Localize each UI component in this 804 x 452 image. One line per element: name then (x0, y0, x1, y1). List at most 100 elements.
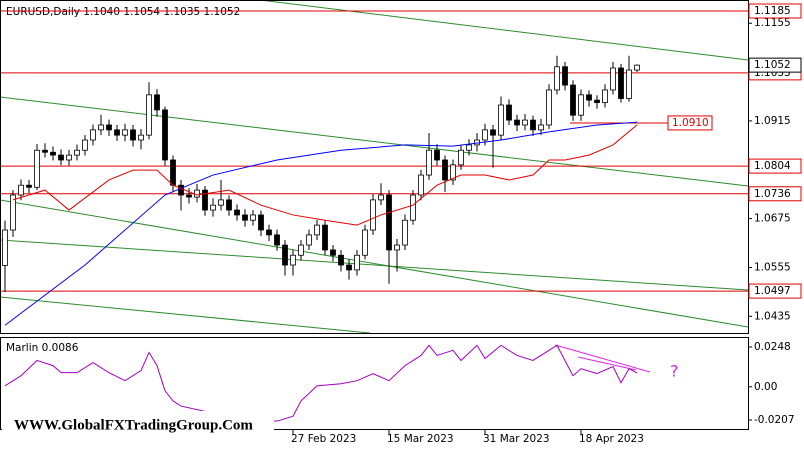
candle-body (362, 229, 368, 256)
candle-body (322, 224, 328, 251)
candle-body (122, 129, 128, 136)
level-label-box (748, 158, 802, 174)
candle-body (194, 189, 200, 198)
y-tick-label: 1.0435 (754, 310, 791, 322)
y-tick-label: -0.0207 (754, 414, 795, 426)
candle-body (538, 124, 544, 131)
candle-body (290, 254, 296, 266)
divergence-lines (554, 344, 651, 373)
candle-body (466, 144, 472, 151)
trend-channel (0, 0, 749, 334)
candle-body (610, 67, 616, 91)
candle-body (10, 194, 16, 231)
level-label: 1.1185 (754, 5, 791, 17)
candle-body (626, 69, 632, 99)
candle-body (386, 194, 392, 251)
candle-body (34, 149, 40, 188)
candle-body (154, 94, 160, 111)
candle-body (18, 184, 24, 196)
candle-body (66, 154, 72, 161)
annotation: ? (670, 362, 679, 381)
marked-level-box (667, 115, 713, 131)
candle-body (266, 229, 272, 236)
y-tick-label: 1.0915 (754, 115, 791, 127)
moving-average (4, 121, 638, 326)
candle-body (570, 84, 576, 116)
candle-body (234, 209, 240, 216)
candle-body (378, 194, 384, 201)
candle-body (82, 139, 88, 151)
candle-body (298, 244, 304, 256)
candle-body (498, 104, 504, 136)
candle-body (546, 89, 552, 126)
last-price-label: 1.1052 (754, 59, 791, 71)
candle-body (170, 159, 176, 186)
candle-body (530, 119, 536, 131)
divergence-line (577, 356, 637, 371)
candle-body (554, 66, 560, 91)
candle-body (506, 104, 512, 121)
candle-body (410, 194, 416, 221)
y-tick-label: 1.0675 (754, 213, 791, 225)
trend-line (259, 0, 749, 61)
candle-body (418, 174, 424, 196)
candle-body (58, 154, 64, 161)
candle-body (50, 151, 56, 156)
moving-average (12, 124, 638, 226)
level-label-box (748, 283, 802, 299)
candle-body (26, 184, 32, 188)
candle-body (186, 194, 192, 198)
y-tick-label: 0.0248 (754, 341, 791, 353)
trend-line (0, 239, 749, 291)
candle-body (314, 224, 320, 236)
chart-title: EURUSD,Daily 1.1040 1.1054 1.1035 1.1052 (6, 6, 240, 18)
level-label: 1.0497 (754, 285, 791, 297)
candle-body (482, 129, 488, 141)
level-label: 1.0736 (754, 188, 791, 200)
candle-body (90, 129, 96, 141)
candle-body (218, 199, 224, 206)
candle-body (618, 67, 624, 99)
candle-body (258, 214, 264, 231)
x-tick-label: 31 Mar 2023 (483, 433, 550, 445)
candle-body (106, 124, 112, 131)
watermark-box (2, 411, 274, 439)
candle-body (578, 94, 584, 116)
x-tick-label: 27 Feb 2023 (291, 433, 356, 445)
oscillator-title: Marlin 0.0086 (6, 342, 79, 354)
candle-body (226, 199, 232, 211)
candle-body (346, 264, 352, 271)
candle-body (370, 199, 376, 231)
candle-body (162, 109, 168, 161)
candle-body (210, 204, 216, 211)
candle-body (330, 249, 336, 256)
trend-line (0, 199, 749, 328)
candle-body (354, 254, 360, 271)
candle-body (202, 189, 208, 211)
y-tick-label: 1.0555 (754, 261, 791, 273)
candle-body (250, 214, 256, 221)
candle-body (490, 129, 496, 136)
oscillator-line (4, 344, 638, 422)
trend-line (0, 296, 371, 334)
level-label: 1.0804 (754, 160, 791, 172)
candle-body (634, 64, 640, 71)
candle-body (458, 149, 464, 166)
candle-body (274, 234, 280, 246)
candle-body (130, 129, 136, 141)
candle-body (562, 66, 568, 86)
candle-body (2, 229, 8, 266)
candle-body (402, 219, 408, 246)
y-tick-label: 1.1155 (754, 17, 791, 29)
oscillator-panel-frame (0, 337, 749, 430)
candle-body (426, 149, 432, 176)
candle-body (114, 129, 120, 136)
trend-line (0, 96, 749, 187)
candle-body (434, 149, 440, 161)
candle-body (146, 94, 152, 136)
candle-body (178, 184, 184, 196)
candle-body (602, 89, 608, 103)
candle-body (338, 254, 344, 266)
